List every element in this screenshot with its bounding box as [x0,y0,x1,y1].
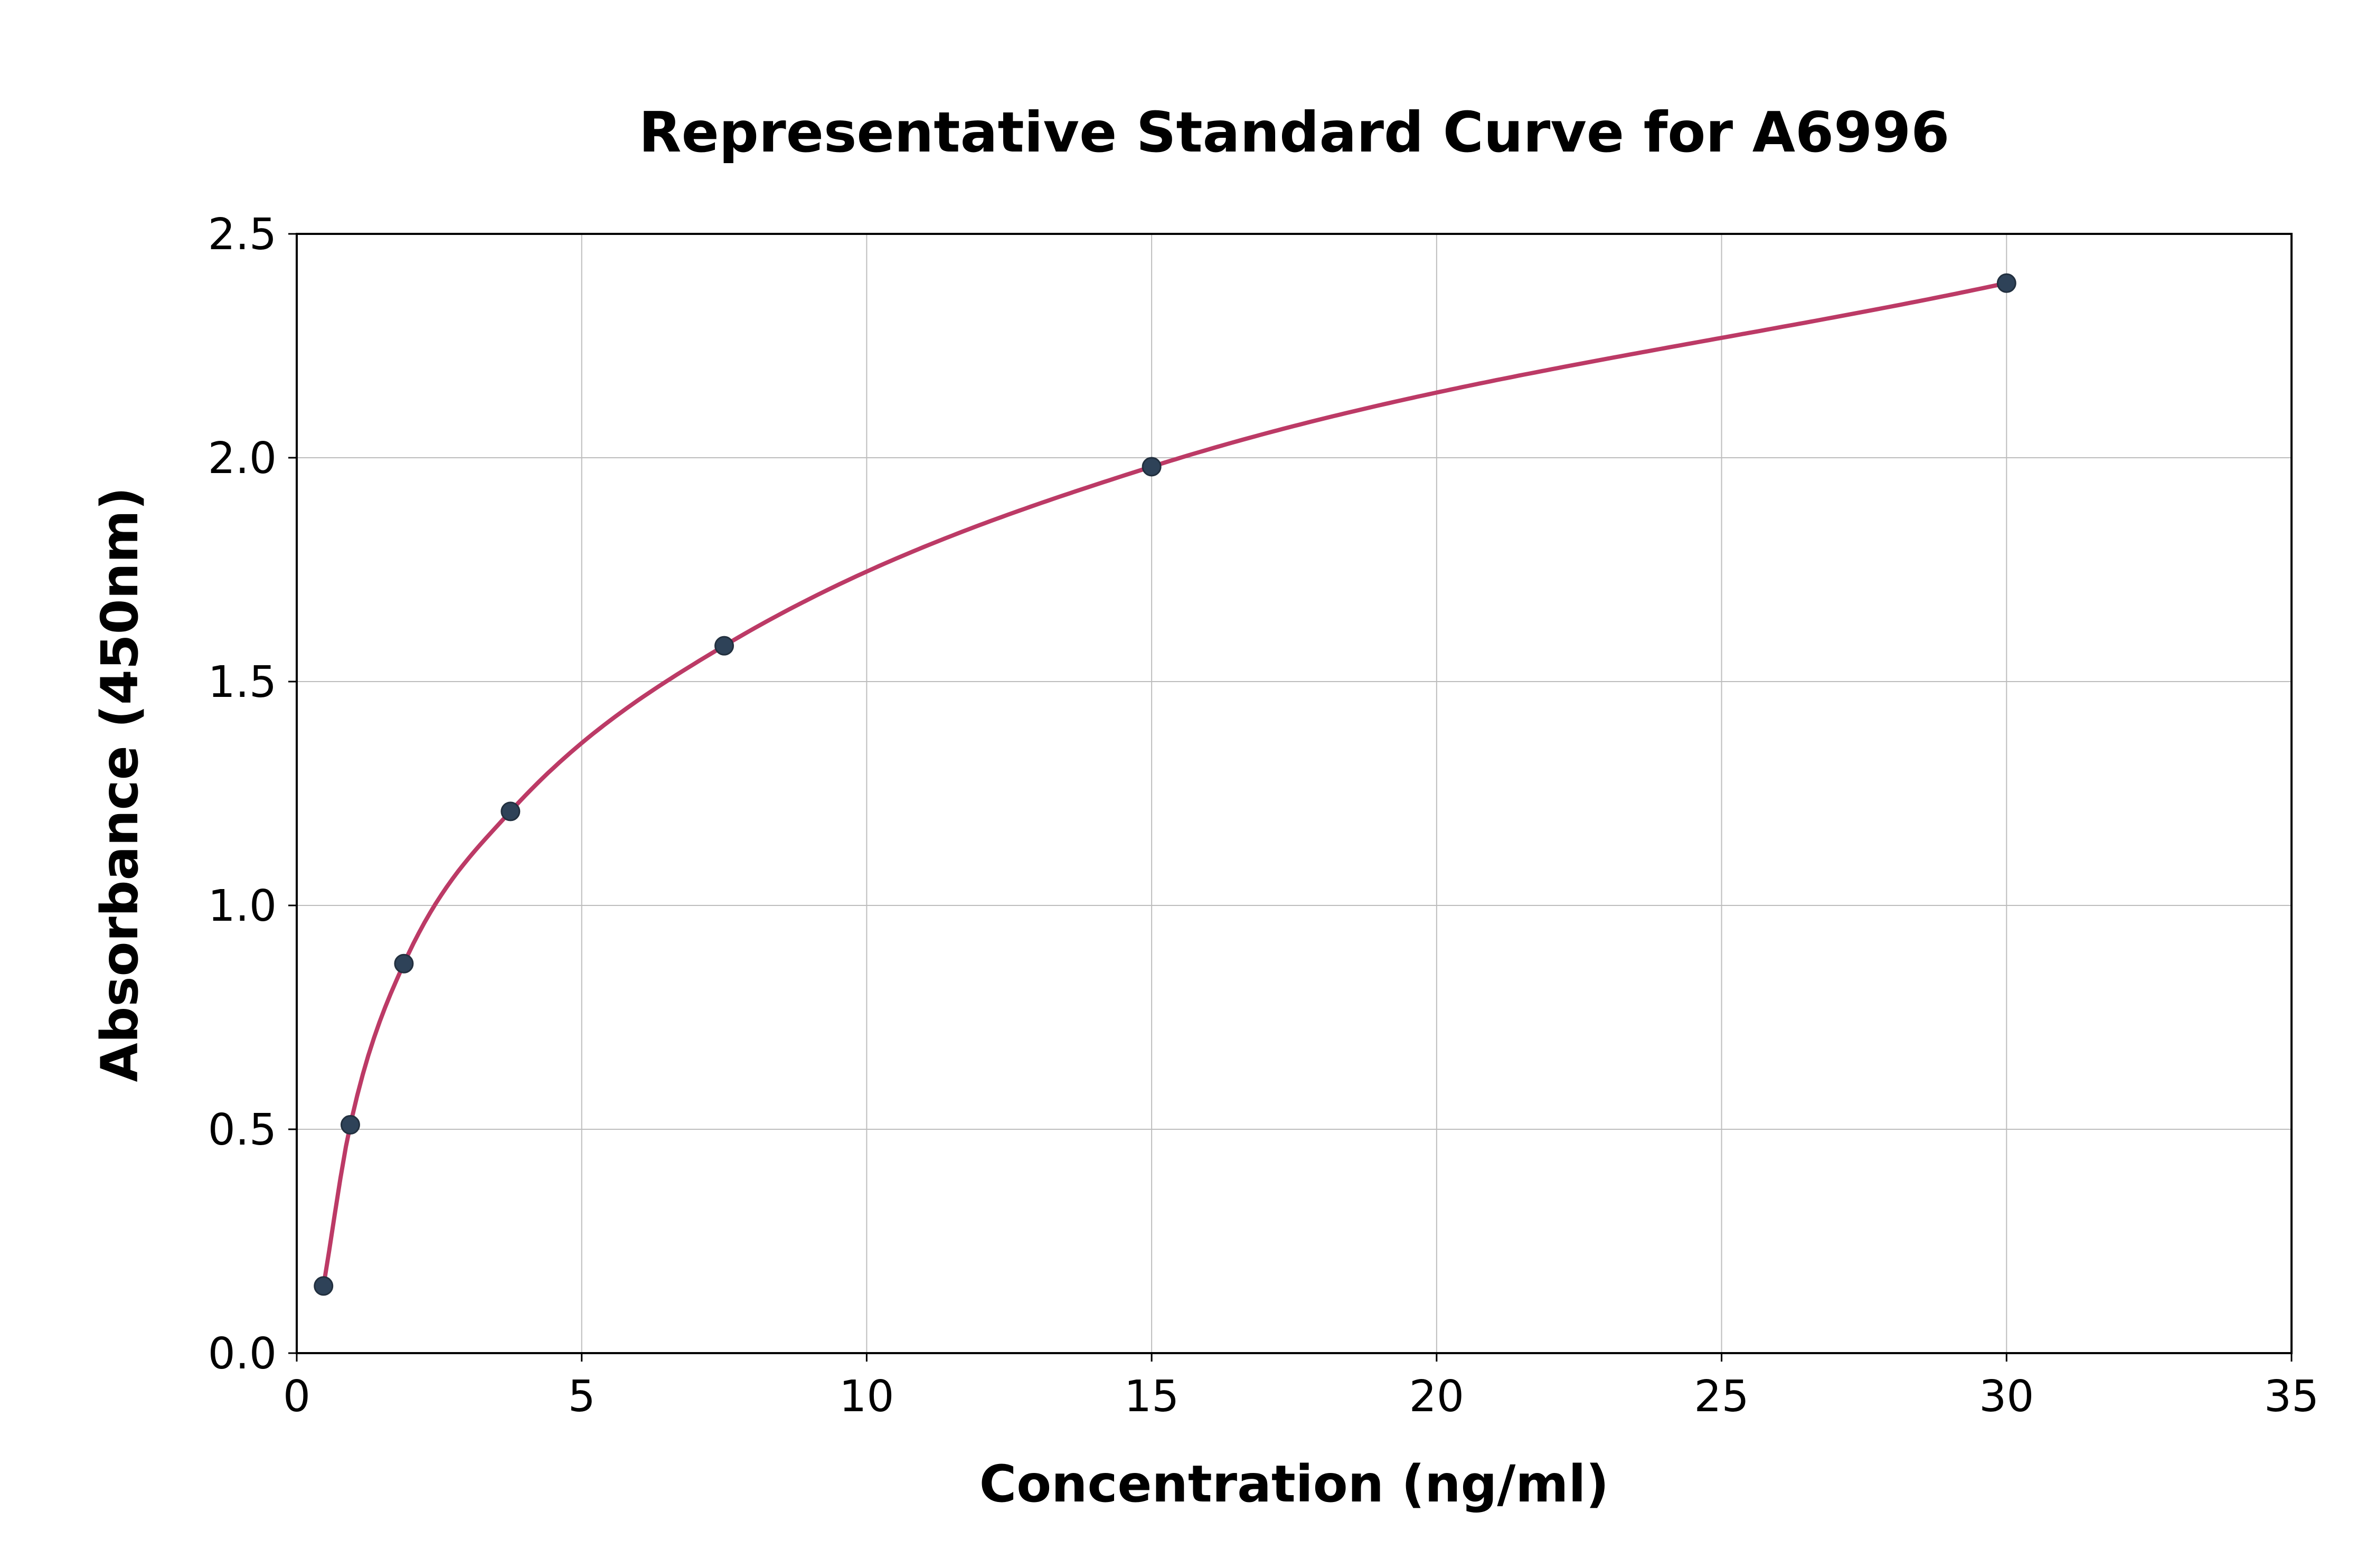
x-tick-label: 15 [1124,1372,1179,1422]
x-tick-label: 25 [1694,1372,1749,1422]
y-tick-label: 1.5 [208,657,277,707]
data-point [394,953,414,974]
y-tick-label: 0.5 [208,1105,277,1155]
x-tick-label: 5 [568,1372,596,1422]
fit-curve [321,281,2009,1288]
data-point [314,1276,334,1296]
x-tick-label: 10 [839,1372,894,1422]
x-tick-label: 0 [283,1372,310,1422]
data-point [1996,273,2016,293]
y-tick-label: 0.0 [208,1329,277,1379]
x-tick-label: 35 [2264,1372,2319,1422]
x-axis-label: Concentration (ng/ml) [979,1454,1609,1514]
data-point [1142,457,1162,477]
plot-border [296,233,2293,1354]
data-point [501,801,521,821]
data-point [714,636,734,656]
y-tick-label: 2.0 [208,433,277,484]
y-tick-label: 2.5 [208,210,277,260]
x-tick-label: 30 [1979,1372,2034,1422]
data-point [340,1115,360,1135]
y-tick-label: 1.0 [208,881,277,931]
x-tick-label: 20 [1409,1372,1464,1422]
chart-title: Representative Standard Curve for A6996 [638,100,1950,165]
